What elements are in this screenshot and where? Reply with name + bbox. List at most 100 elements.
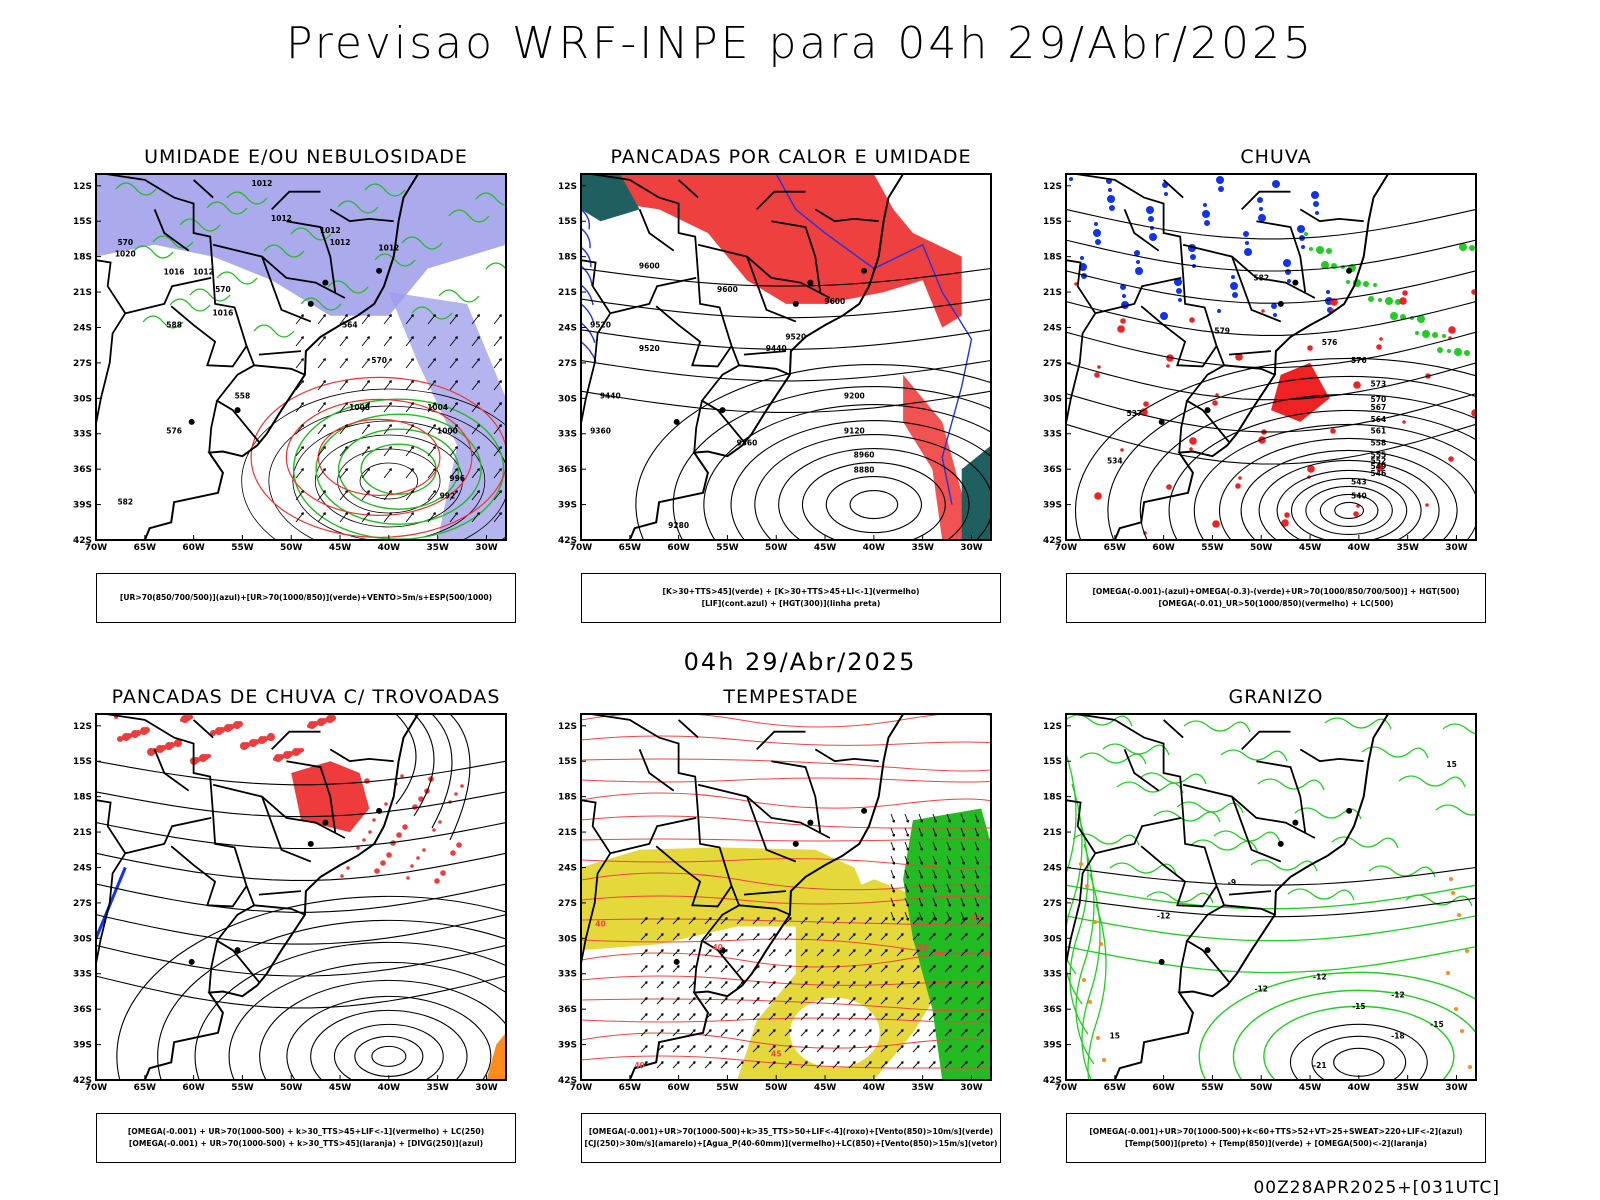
thunderstorm-red-spot <box>440 870 446 876</box>
wind-vector <box>454 336 458 340</box>
panel-trovoadas: PANCADAS DE CHUVA C/ TROVOADAS 12S 15S 18S… <box>66 686 546 1196</box>
lake-mark <box>1346 807 1353 814</box>
wind-vector-850 <box>928 1061 936 1069</box>
lake-mark <box>1292 819 1299 826</box>
lon-tick-label: 40W <box>378 543 401 553</box>
wind-vector <box>339 490 348 501</box>
wind-vector-850 <box>848 1013 856 1021</box>
wind-vector-850 <box>836 997 840 1001</box>
lon-tick-label: 60W <box>1152 1083 1175 1093</box>
wind-vector <box>405 468 414 479</box>
omega-blue-spot <box>1080 256 1084 260</box>
political-border <box>271 730 321 751</box>
wind-vector-850 <box>904 897 909 907</box>
wind-vector <box>322 490 326 494</box>
political-border <box>1066 259 1097 429</box>
wind-vector-850 <box>900 981 904 985</box>
contour-label: 1012 <box>330 238 351 247</box>
lat-tick-label: 33S <box>73 430 92 440</box>
contour-label: 555 <box>1371 450 1387 459</box>
wind-vector-850 <box>756 981 760 985</box>
lat-tick-label: 30S <box>558 934 577 944</box>
wind-vector-850 <box>800 1013 808 1021</box>
omega-green-spot <box>1368 296 1374 302</box>
wind-vector-850 <box>692 1061 696 1065</box>
wind-vector-850 <box>676 1061 680 1065</box>
wind-vector-850 <box>724 917 728 921</box>
wind-vector-850 <box>640 917 648 925</box>
wind-vector <box>449 358 458 369</box>
lat-tick-label: 36S <box>73 465 92 475</box>
wind-vector-850 <box>976 847 980 851</box>
wind-vector <box>295 402 304 413</box>
lon-tick-label: 45W <box>814 543 837 553</box>
streamline-250 <box>116 895 506 1080</box>
wind-vector <box>410 402 414 406</box>
political-border <box>814 748 879 763</box>
wind-vector-850 <box>980 917 984 921</box>
wind-vector-850 <box>832 917 840 925</box>
thunderstorm-red-spot <box>406 876 410 880</box>
streamline-250 <box>1066 270 1476 304</box>
wind-vector-850 <box>880 1061 888 1069</box>
wind-vector-850 <box>852 933 856 937</box>
rh-contour <box>152 235 194 249</box>
wind-vector-850 <box>708 933 712 937</box>
political-border <box>743 350 787 356</box>
wind-vector-850 <box>720 1013 728 1021</box>
wind-vector <box>366 490 370 494</box>
wind-vector-850 <box>976 997 984 1005</box>
lon-tick-label: 65W <box>619 1083 642 1093</box>
wind-vector <box>295 380 304 391</box>
wind-vector-850 <box>864 1061 872 1069</box>
omega-green-spot <box>1447 349 1451 353</box>
wind-vector <box>432 402 436 406</box>
wind-vector-850 <box>932 827 937 837</box>
wind-vector-850 <box>906 861 910 865</box>
wind-vector-850 <box>768 933 776 941</box>
rh-contour <box>401 236 443 250</box>
contour-label: 582 <box>1253 273 1269 282</box>
contour-label: 558 <box>235 391 251 400</box>
contour-label: -12 <box>1254 984 1268 993</box>
omega-red-spot <box>1307 465 1315 473</box>
contour-label: 9520 <box>639 344 660 353</box>
streamline-250 <box>395 714 417 805</box>
wind-vector <box>295 358 304 369</box>
wind-vector-850 <box>640 949 648 957</box>
wind-vector-850 <box>960 841 965 851</box>
thunderstorm-red-spot <box>450 850 456 856</box>
omega-blue-spot <box>1164 192 1168 196</box>
wind-vector <box>361 468 370 479</box>
east-coastline <box>143 714 419 1080</box>
lifted-index-contour <box>581 246 592 268</box>
wind-vector-850 <box>736 1013 744 1021</box>
wind-vector-850 <box>868 1061 872 1065</box>
wind-vector-850 <box>880 997 888 1005</box>
political-border <box>1095 817 1182 855</box>
wind-vector-850 <box>852 1029 856 1033</box>
rh-contour <box>300 297 342 311</box>
wind-vector <box>317 424 326 435</box>
omega-blue-spot <box>1301 245 1305 249</box>
wind-vector <box>388 512 392 516</box>
omega-blue-spot <box>1190 254 1196 260</box>
wind-vector-850 <box>916 1045 920 1049</box>
wind-vector-850 <box>768 997 776 1005</box>
wind-vector-850 <box>720 1045 728 1053</box>
wind-vector <box>471 358 480 369</box>
omega-green-spot <box>1304 232 1308 236</box>
wind-vector <box>476 424 480 428</box>
wind-vector-850 <box>916 981 920 985</box>
lat-tick-label: 15S <box>558 757 577 767</box>
wind-vector-850 <box>920 861 924 865</box>
wind-vector <box>300 468 304 472</box>
wind-vector-850 <box>692 917 696 921</box>
contour-label: 1016 <box>212 309 233 318</box>
wind-vector-850 <box>804 933 808 937</box>
wind-vector-850 <box>804 965 808 969</box>
wind-vector-850 <box>720 997 728 1005</box>
wind-vector-850 <box>660 917 664 921</box>
wind-vector <box>449 446 458 457</box>
streamline-250 <box>228 961 506 1080</box>
